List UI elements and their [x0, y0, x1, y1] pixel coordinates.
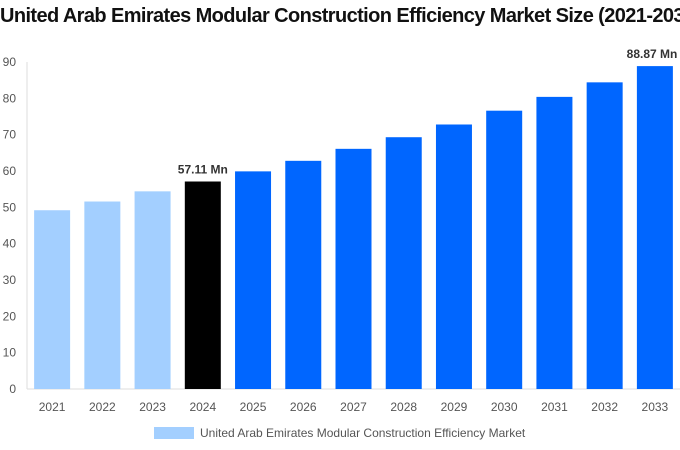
x-tick-label: 2032 — [591, 400, 618, 414]
x-tick-label: 2029 — [441, 400, 468, 414]
bar-2024 — [184, 181, 221, 389]
legend-swatch — [154, 427, 194, 439]
y-tick-label: 70 — [3, 128, 17, 142]
bar-2031 — [536, 96, 573, 389]
data-label: 88.87 Mn — [627, 47, 678, 61]
bar-2026 — [285, 160, 322, 389]
y-tick-label: 0 — [9, 382, 16, 396]
y-tick-label: 80 — [3, 91, 17, 105]
y-tick-label: 90 — [3, 55, 17, 69]
x-tick-label: 2024 — [189, 400, 216, 414]
y-tick-label: 10 — [3, 346, 17, 360]
bar-2030 — [486, 110, 523, 389]
x-tick-label: 2025 — [240, 400, 267, 414]
bar-2033 — [636, 66, 673, 390]
bar-2032 — [586, 82, 623, 389]
x-tick-label: 2031 — [541, 400, 568, 414]
bar-2027 — [335, 148, 372, 389]
bar-2022 — [84, 201, 121, 389]
bar-2028 — [385, 137, 422, 389]
x-tick-label: 2028 — [390, 400, 417, 414]
data-label: 57.11 Mn — [178, 163, 228, 177]
y-tick-label: 60 — [3, 164, 17, 178]
bar-2023 — [134, 191, 171, 389]
y-tick-label: 20 — [3, 309, 17, 323]
bar-2025 — [235, 171, 272, 389]
x-tick-label: 2027 — [340, 400, 367, 414]
y-tick-label: 50 — [3, 200, 17, 214]
x-tick-label: 2022 — [89, 400, 116, 414]
x-tick-label: 2033 — [642, 400, 669, 414]
chart-title: United Arab Emirates Modular Constructio… — [0, 5, 680, 27]
x-tick-label: 2026 — [290, 400, 317, 414]
bar-2021 — [34, 210, 71, 389]
legend: United Arab Emirates Modular Constructio… — [154, 426, 525, 440]
legend-label: United Arab Emirates Modular Constructio… — [200, 426, 526, 440]
x-tick-label: 2023 — [139, 400, 166, 414]
x-tick-label: 2021 — [39, 400, 66, 414]
x-tick-label: 2030 — [491, 400, 518, 414]
bar-2029 — [435, 124, 472, 389]
y-tick-label: 40 — [3, 237, 17, 251]
y-tick-label: 30 — [3, 273, 17, 287]
